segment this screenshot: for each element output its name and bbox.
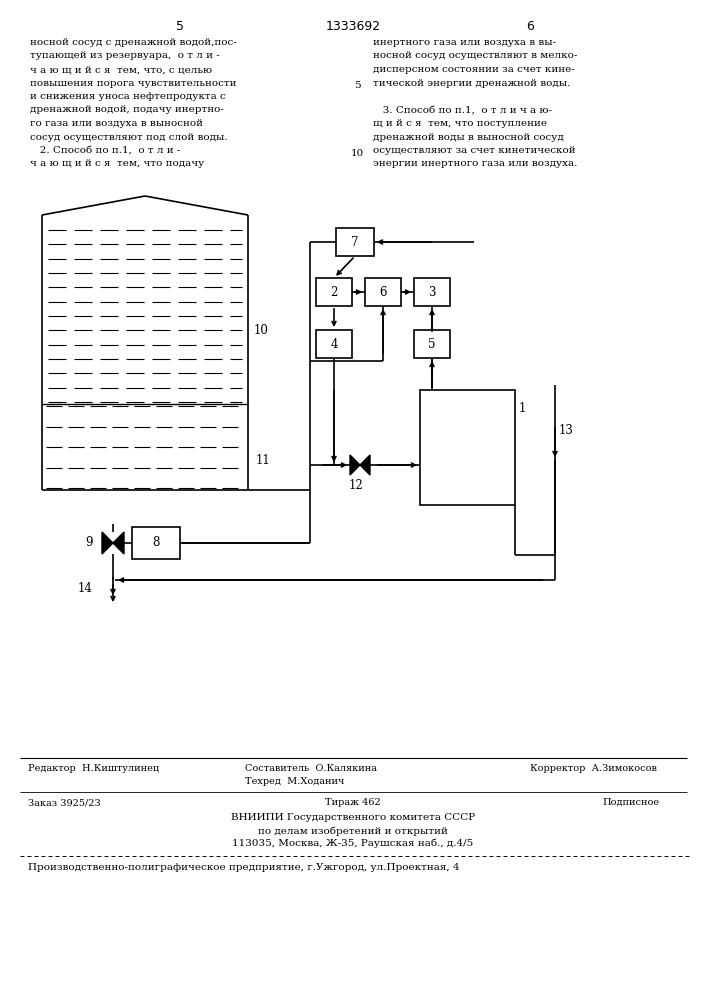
Text: 6: 6	[379, 286, 387, 298]
Text: тической энергии дренажной воды.: тической энергии дренажной воды.	[373, 79, 571, 88]
Text: 2. Способ по п.1,  о т л и -: 2. Способ по п.1, о т л и -	[30, 146, 180, 155]
Text: 14: 14	[78, 582, 93, 594]
Text: 12: 12	[349, 479, 363, 492]
Text: дисперсном состоянии за счет кине-: дисперсном состоянии за счет кине-	[373, 65, 575, 74]
Text: осуществляют за счет кинетической: осуществляют за счет кинетической	[373, 146, 575, 155]
Text: и снижения уноса нефтепродукта с: и снижения уноса нефтепродукта с	[30, 92, 226, 101]
Text: 8: 8	[152, 536, 160, 550]
Text: ч а ю щ и й с я  тем, что подачу: ч а ю щ и й с я тем, что подачу	[30, 159, 204, 168]
Text: по делам изобретений и открытий: по делам изобретений и открытий	[258, 826, 448, 836]
Text: Заказ 3925/23: Заказ 3925/23	[28, 798, 101, 807]
Bar	[414, 278, 450, 306]
Polygon shape	[102, 532, 113, 554]
Bar	[336, 228, 374, 256]
Text: Подписное: Подписное	[603, 798, 660, 807]
Text: 13: 13	[559, 424, 574, 436]
Text: ч а ю щ и й с я  тем, что, с целью: ч а ю щ и й с я тем, что, с целью	[30, 65, 212, 74]
Text: 4: 4	[330, 338, 338, 351]
Text: Корректор  А.Зимокосов: Корректор А.Зимокосов	[530, 764, 657, 773]
Text: 5: 5	[176, 20, 184, 33]
Text: 5: 5	[428, 338, 436, 351]
Text: 3: 3	[428, 286, 436, 298]
Text: Техред  М.Ходанич: Техред М.Ходанич	[245, 777, 344, 786]
Text: ВНИИПИ Государственного комитета СССР: ВНИИПИ Государственного комитета СССР	[231, 813, 475, 822]
Text: 3. Способ по п.1,  о т л и ч а ю-: 3. Способ по п.1, о т л и ч а ю-	[373, 105, 552, 114]
Text: носной сосуд осуществляют в мелко-: носной сосуд осуществляют в мелко-	[373, 51, 578, 60]
Text: щ и й с я  тем, что поступление: щ и й с я тем, что поступление	[373, 119, 547, 128]
Text: Тираж 462: Тираж 462	[325, 798, 381, 807]
Text: повышения порога чувствительности: повышения порога чувствительности	[30, 79, 237, 88]
Text: 1: 1	[519, 402, 527, 415]
Text: го газа или воздуха в выносной: го газа или воздуха в выносной	[30, 119, 203, 128]
Text: дренажной воды в выносной сосуд: дренажной воды в выносной сосуд	[373, 132, 563, 141]
Text: 9: 9	[86, 536, 93, 550]
Text: 10: 10	[254, 324, 269, 336]
Text: 113035, Москва, Ж-35, Раушская наб., д.4/5: 113035, Москва, Ж-35, Раушская наб., д.4…	[233, 839, 474, 848]
Text: 11: 11	[256, 454, 271, 466]
Text: 6: 6	[526, 20, 534, 33]
Text: дренажной водой, подачу инертно-: дренажной водой, подачу инертно-	[30, 105, 224, 114]
Text: сосуд осуществляют под слой воды.: сосуд осуществляют под слой воды.	[30, 132, 228, 141]
Polygon shape	[113, 532, 124, 554]
Polygon shape	[350, 455, 360, 475]
Text: 5: 5	[354, 82, 361, 91]
Text: Составитель  О.Калякина: Составитель О.Калякина	[245, 764, 377, 773]
Text: 10: 10	[351, 149, 363, 158]
Polygon shape	[360, 455, 370, 475]
Text: носной сосуд с дренажной водой,пос-: носной сосуд с дренажной водой,пос-	[30, 38, 237, 47]
Text: инертного газа или воздуха в вы-: инертного газа или воздуха в вы-	[373, 38, 556, 47]
Text: 2: 2	[330, 286, 338, 298]
Text: 1333692: 1333692	[325, 20, 380, 33]
Text: энергии инертного газа или воздуха.: энергии инертного газа или воздуха.	[373, 159, 578, 168]
Bar	[420, 390, 515, 505]
Bar	[132, 527, 180, 559]
Bar	[365, 278, 401, 306]
Text: Редактор  Н.Киштулинец: Редактор Н.Киштулинец	[28, 764, 159, 773]
Text: 7: 7	[351, 235, 358, 248]
Bar	[316, 278, 352, 306]
Bar	[414, 330, 450, 358]
Bar	[316, 330, 352, 358]
Text: Производственно-полиграфическое предприятие, г.Ужгород, ул.Проектная, 4: Производственно-полиграфическое предприя…	[28, 863, 460, 872]
Text: тупающей из резервуара,  о т л и -: тупающей из резервуара, о т л и -	[30, 51, 220, 60]
